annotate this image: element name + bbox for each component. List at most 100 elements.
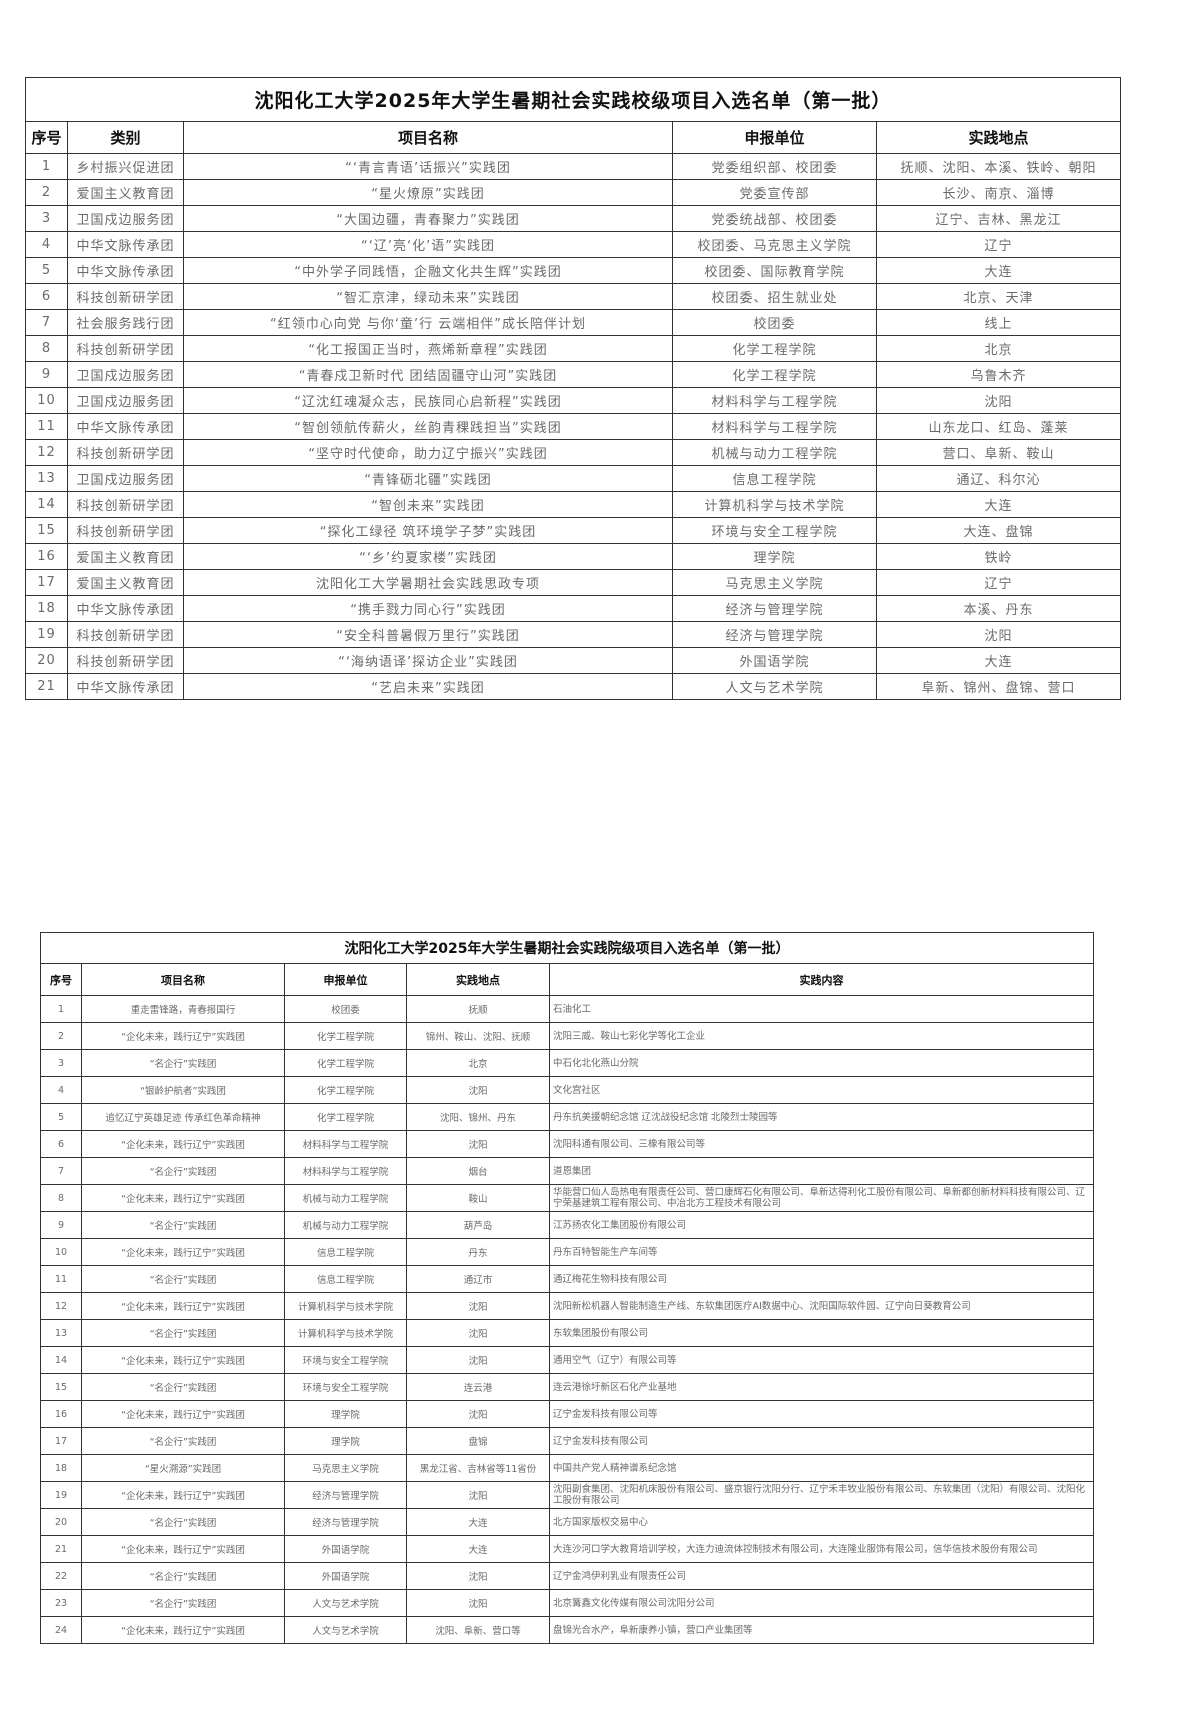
table-cell: 外国语学院	[284, 1535, 407, 1563]
table-cell: “大国边疆，青春聚力”实践团	[183, 205, 673, 232]
table-row: 23 “名企行”实践团 人文与艺术学院 沈阳 北京篝鑫文化传媒有限公司沈阳分公司	[40, 1589, 1095, 1617]
table-cell: 烟台	[406, 1157, 550, 1185]
table-cell: 长沙、南京、淄博	[876, 179, 1121, 206]
table-cell: 辽宁、吉林、黑龙江	[876, 205, 1121, 232]
table-cell: 通辽市	[406, 1265, 550, 1293]
table-row: 14 “企化未来，践行辽宁”实践团 环境与安全工程学院 沈阳 通用空气（辽宁）有限公司等	[40, 1346, 1095, 1374]
table-cell: 北京	[406, 1049, 550, 1077]
table-cell: “名企行”实践团	[81, 1508, 285, 1536]
table-cell: 阜新、锦州、盘锦、营口	[876, 673, 1121, 700]
table-cell: 中华文脉传承团	[67, 231, 184, 258]
table-cell: 3	[25, 205, 68, 232]
table-cell: 社会服务践行团	[67, 309, 184, 336]
table-cell: 沈阳化工大学暑期社会实践思政专项	[183, 569, 673, 596]
table-cell: 爱国主义教育团	[67, 569, 184, 596]
table-row: 4 中华文脉传承团 “‘辽’亮‘化’语”实践团 校团委、马克思主义学院 辽宁	[25, 231, 1121, 258]
table-cell: 12	[40, 1292, 82, 1320]
table-cell: 信息工程学院	[284, 1238, 407, 1266]
table-cell: 16	[40, 1400, 82, 1428]
table-cell: 追忆辽宁英雄足迹 传承红色革命精神	[81, 1103, 285, 1131]
table-cell: 丹东百特智能生产车间等	[548, 1238, 1095, 1266]
table-cell: 卫国戍边服务团	[67, 361, 184, 388]
column-header: 实践内容	[548, 963, 1095, 996]
table-cell: 连云港徐圩新区石化产业基地	[548, 1373, 1095, 1401]
table-cell: 人文与艺术学院	[284, 1589, 407, 1617]
table-cell: “星火溯源”实践团	[81, 1454, 285, 1482]
table-row: 17 “名企行”实践团 理学院 盘锦 辽宁金发科技有限公司	[40, 1427, 1095, 1455]
table-cell: “中外学子同践悟，企融文化共生辉”实践团	[183, 257, 673, 284]
table-cell: 卫国戍边服务团	[67, 465, 184, 492]
table-row: 20 “名企行”实践团 经济与管理学院 大连 北方国家版权交易中心	[40, 1508, 1095, 1536]
table-cell: 通用空气（辽宁）有限公司等	[548, 1346, 1095, 1374]
table-cell: 经济与管理学院	[672, 621, 877, 648]
table-cell: “辽沈红魂凝众志，民族同心启新程”实践团	[183, 387, 673, 414]
table-cell: 校团委、马克思主义学院	[672, 231, 877, 258]
column-header: 实践地点	[406, 963, 550, 996]
table-row: 22 “名企行”实践团 外国语学院 沈阳 辽宁金鸿伊利乳业有限责任公司	[40, 1562, 1095, 1590]
table-cell: 党委统战部、校团委	[672, 205, 877, 232]
table-cell: 12	[25, 439, 68, 466]
table-cell: 中国共产党人精神谱系纪念馆	[548, 1454, 1095, 1482]
table-cell: 石油化工	[548, 995, 1095, 1023]
table-cell: 乌鲁木齐	[876, 361, 1121, 388]
table-cell: “智创领航传薪火，丝韵青稞践担当”实践团	[183, 413, 673, 440]
school-level-project-table: 沈阳化工大学2025年大学生暑期社会实践校级项目入选名单（第一批） 序号 类别 项目…	[25, 77, 1121, 700]
table-title: 沈阳化工大学2025年大学生暑期社会实践校级项目入选名单（第一批）	[25, 77, 1121, 122]
table-cell: “星火燎原”实践团	[183, 179, 673, 206]
table-cell: 经济与管理学院	[284, 1508, 407, 1536]
table-cell: 15	[40, 1373, 82, 1401]
table-cell: 线上	[876, 309, 1121, 336]
table-cell: 5	[40, 1103, 82, 1131]
table-row: 15 科技创新研学团 “探化工绿径 筑环境学子梦”实践团 环境与安全工程学院 大连、盘锦	[25, 517, 1121, 544]
table-cell: 7	[25, 309, 68, 336]
table-cell: 东软集团股份有限公司	[548, 1319, 1095, 1347]
table-cell: 科技创新研学团	[67, 517, 184, 544]
table-cell: 抚顺	[406, 995, 550, 1023]
column-header: 序号	[40, 963, 82, 996]
table-cell: 18	[40, 1454, 82, 1482]
table-cell: “‘青言青语’话振兴”实践团	[183, 153, 673, 180]
table-cell: 校团委、招生就业处	[672, 283, 877, 310]
table-cell: 计算机科学与技术学院	[284, 1292, 407, 1320]
table-cell: “企化未来，践行辽宁”实践团	[81, 1238, 285, 1266]
table-row: 8 科技创新研学团 “化工报国正当时，燕烯新章程”实践团 化学工程学院 北京	[25, 335, 1121, 362]
table-cell: 重走雷锋路，青春报国行	[81, 995, 285, 1023]
table-cell: 24	[40, 1616, 82, 1644]
table-cell: “智创未来”实践团	[183, 491, 673, 518]
table-cell: 卫国戍边服务团	[67, 205, 184, 232]
table-cell: “企化未来，践行辽宁”实践团	[81, 1130, 285, 1158]
table-cell: 沈阳	[406, 1400, 550, 1428]
table-cell: “探化工绿径 筑环境学子梦”实践团	[183, 517, 673, 544]
table-row: 15 “名企行”实践团 环境与安全工程学院 连云港 连云港徐圩新区石化产业基地	[40, 1373, 1095, 1401]
table-cell: 7	[40, 1157, 82, 1185]
table-row: 5 中华文脉传承团 “中外学子同践悟，企融文化共生辉”实践团 校团委、国际教育学院 大连	[25, 257, 1121, 284]
table-cell: 9	[25, 361, 68, 388]
table-cell: 科技创新研学团	[67, 335, 184, 362]
table-cell: “名企行”实践团	[81, 1049, 285, 1077]
table-cell: 校团委	[672, 309, 877, 336]
table-cell: “企化未来，践行辽宁”实践团	[81, 1616, 285, 1644]
table-cell: 通辽梅花生物科技有限公司	[548, 1265, 1095, 1293]
table-cell: 机械与动力工程学院	[672, 439, 877, 466]
table-cell: 人文与艺术学院	[284, 1616, 407, 1644]
table-cell: 沈阳	[876, 621, 1121, 648]
table-cell: 13	[25, 465, 68, 492]
table-cell: 中华文脉传承团	[67, 595, 184, 622]
table-cell: 马克思主义学院	[284, 1454, 407, 1482]
table-cell: “艺启未来”实践团	[183, 673, 673, 700]
table-cell: 沈阳副食集团、沈阳机床股份有限公司、盛京银行沈阳分行、辽宁禾丰牧业股份有限公司、…	[548, 1481, 1095, 1509]
table-cell: 化学工程学院	[284, 1049, 407, 1077]
table-row: 10 卫国戍边服务团 “辽沈红魂凝众志，民族同心启新程”实践团 材料科学与工程学院 沈阳	[25, 387, 1121, 414]
table-cell: 锦州、鞍山、沈阳、抚顺	[406, 1022, 550, 1050]
table-cell: 营口、阜新、鞍山	[876, 439, 1121, 466]
table-cell: “青锋砺北疆”实践团	[183, 465, 673, 492]
table-row: 19 “企化未来，践行辽宁”实践团 经济与管理学院 沈阳 沈阳副食集团、沈阳机床股份有限…	[40, 1481, 1095, 1509]
table-cell: 理学院	[284, 1427, 407, 1455]
table-row: 7 “名企行”实践团 材料科学与工程学院 烟台 道恩集团	[40, 1157, 1095, 1185]
table-cell: 8	[40, 1184, 82, 1212]
table-cell: 外国语学院	[672, 647, 877, 674]
table-cell: 计算机科学与技术学院	[284, 1319, 407, 1347]
table-cell: 大连	[876, 647, 1121, 674]
table-row: 11 中华文脉传承团 “智创领航传薪火，丝韵青稞践担当”实践团 材料科学与工程学院 山东…	[25, 413, 1121, 440]
table-cell: 1	[40, 995, 82, 1023]
